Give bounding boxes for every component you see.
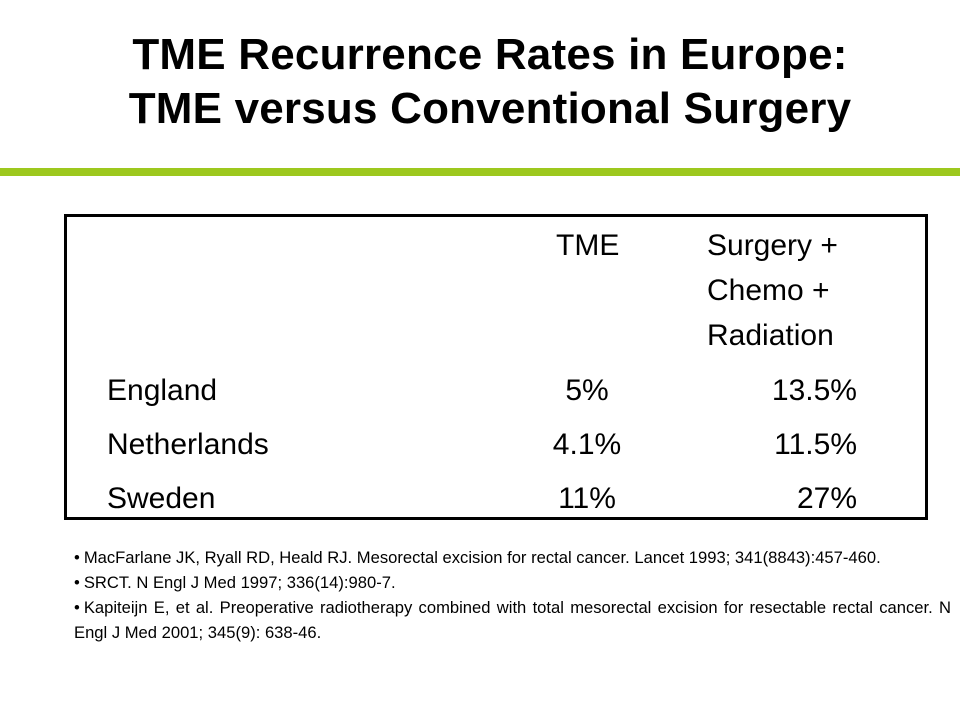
- bullet-marker: •: [74, 598, 80, 617]
- reference-text: Kapiteijn E, et al. Preoperative radioth…: [74, 598, 951, 642]
- column-header-tme: TME: [556, 229, 620, 262]
- bullet-marker: •: [74, 573, 80, 592]
- column-header-surgery-line-3: Radiation: [707, 319, 834, 352]
- slide-title-line-1: TME Recurrence Rates in Europe:: [132, 30, 848, 79]
- column-header-surgery-line-1: Surgery +: [707, 229, 838, 262]
- slide-title: TME Recurrence Rates in Europe: TME vers…: [0, 28, 960, 136]
- cell-england-surgery: 13.5%: [771, 374, 857, 407]
- references-list: • MacFarlane JK, Ryall RD, Heald RJ. Meso…: [74, 545, 951, 645]
- slide-title-line-2: TME versus Conventional Surgery: [128, 84, 852, 133]
- cell-england-tme: 5%: [565, 374, 609, 407]
- reference-item: • Kapiteijn E, et al. Preoperative radiot…: [74, 595, 951, 645]
- row-label-sweden: Sweden: [107, 482, 216, 515]
- reference-text: MacFarlane JK, Ryall RD, Heald RJ. Mesor…: [83, 548, 881, 567]
- recurrence-table: TME Surgery + Chemo + Radiation England …: [64, 214, 928, 520]
- reference-text: SRCT. N Engl J Med 1997; 336(14):980-7.: [83, 573, 396, 592]
- column-header-surgery-line-2: Chemo +: [707, 274, 830, 307]
- row-label-england: England: [107, 374, 218, 407]
- reference-item: • MacFarlane JK, Ryall RD, Heald RJ. Meso…: [74, 545, 951, 570]
- cell-sweden-tme: 11%: [558, 482, 616, 515]
- column-header-surgery: Surgery + Chemo + Radiation: [707, 223, 838, 358]
- title-divider: [0, 168, 960, 176]
- cell-netherlands-tme: 4.1%: [552, 428, 622, 461]
- cell-sweden-surgery: 27%: [796, 482, 857, 515]
- row-label-netherlands: Netherlands: [107, 428, 269, 461]
- cell-netherlands-surgery: 11.5%: [774, 428, 857, 461]
- bullet-marker: •: [74, 548, 80, 567]
- reference-item: • SRCT. N Engl J Med 1997; 336(14):980-7.: [74, 570, 951, 595]
